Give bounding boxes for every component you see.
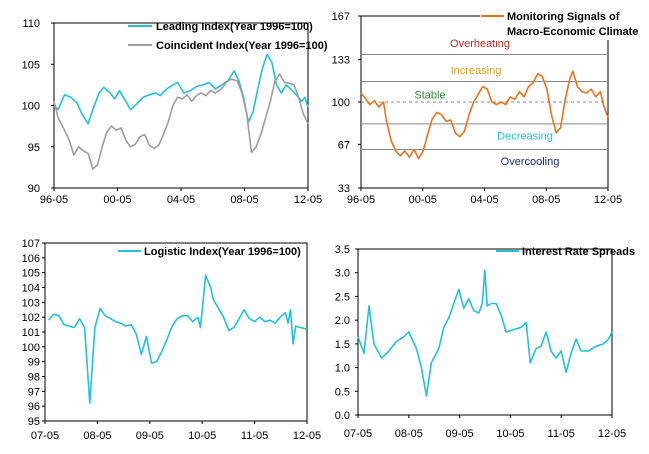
x-tick-label: 07-05 [344, 428, 372, 440]
x-tick-label: 08-05 [532, 194, 560, 206]
series-line-0 [360, 70, 609, 160]
y-tick-label: 95 [28, 142, 40, 154]
y-tick-label: 2.0 [335, 315, 350, 327]
y-tick-label: 110 [22, 18, 40, 30]
y-tick-label: 1.0 [335, 363, 350, 375]
interest-rate-spreads-chart: 0.0 0.5 1.0 1.5 2.0 2.5 3.0 3.5 07-05 08-05 09-05 1… [335, 244, 635, 440]
zone-label-overheating: Overheating [450, 38, 510, 50]
leading-coincident-chart: 90 95 100 105 110 96-05 00-05 04-05 08-05 12-05 L… [22, 18, 328, 206]
legend: Logistic Index(Year 1996=100) [118, 246, 301, 258]
logistic-index-chart: 95 96 97 98 99 100 101 102 103 104 105 106 107 07-05 0… [22, 238, 321, 442]
y-tick-label: 105 [22, 268, 40, 280]
y-tick-label: 98 [28, 372, 40, 384]
y-tick-label: 103 [22, 297, 40, 309]
legend-label-spreads: Interest Rate Spreads [522, 246, 635, 258]
legend-label-monitoring-line1: Monitoring Signals of [507, 11, 620, 23]
legend-label-logistic: Logistic Index(Year 1996=100) [144, 246, 301, 258]
y-tick-label: 97 [28, 386, 40, 398]
x-tick-label: 09-05 [446, 428, 474, 440]
tick-labels: 0.0 0.5 1.0 1.5 2.0 2.5 3.0 3.5 07-05 08-05 09-05 1… [335, 244, 626, 440]
x-tick-label: 12-05 [294, 194, 322, 206]
series-line-0 [357, 269, 613, 397]
zone-label-increasing: Increasing [451, 65, 502, 77]
zone-label-stable: Stable [414, 89, 445, 101]
y-tick-label: 2.5 [335, 291, 350, 303]
tick-labels: 90 95 100 105 110 96-05 00-05 04-05 08-05 12-05 [22, 18, 322, 206]
zone-label-overcooling: Overcooling [501, 156, 560, 168]
zone-labels: Overheating Increasing Stable Decreasing Ove… [414, 38, 559, 168]
legend-label-monitoring-line2: Macro-Economic Climate [507, 26, 638, 38]
zone-label-decreasing: Decreasing [497, 130, 553, 142]
legend: Leading Index(Year 1996=100) Coincident … [128, 21, 328, 52]
y-tick-label: 3.5 [335, 244, 350, 256]
y-tick-label: 102 [22, 312, 40, 324]
x-tick-label: 11-05 [548, 428, 575, 440]
y-tick-label: 167 [332, 11, 350, 23]
y-tick-label: 67 [338, 139, 350, 151]
y-tick-label: 99 [28, 357, 40, 369]
x-tick-label: 07-05 [31, 430, 59, 442]
y-tick-label: 0.5 [335, 386, 350, 398]
series-lines [357, 269, 613, 397]
x-tick-label: 96-05 [347, 194, 375, 206]
x-tick-label: 08-05 [395, 428, 423, 440]
tick-labels: 95 96 97 98 99 100 101 102 103 104 105 106 107 07-05 0… [22, 238, 321, 442]
y-tick-label: 104 [22, 283, 40, 295]
x-tick-label: 08-05 [230, 194, 258, 206]
x-tick-label: 08-05 [83, 430, 111, 442]
y-tick-label: 133 [332, 55, 350, 67]
x-tick-label: 12-05 [594, 194, 622, 206]
y-tick-label: 100 [22, 342, 40, 354]
y-tick-label: 100 [22, 101, 40, 113]
x-tick-label: 04-05 [167, 194, 195, 206]
series-line-1 [53, 73, 309, 170]
y-tick-label: 96 [28, 401, 40, 413]
y-tick-label: 105 [22, 59, 40, 71]
y-tick-label: 90 [28, 183, 40, 195]
series-line-0 [53, 53, 309, 125]
x-tick-label: 00-05 [103, 194, 131, 206]
series-lines [53, 53, 309, 170]
x-tick-label: 04-05 [470, 194, 498, 206]
x-tick-label: 12-05 [598, 428, 626, 440]
series-lines [47, 274, 308, 405]
legend-label-coincident: Coincident Index(Year 1996=100) [156, 40, 328, 52]
legend-label-leading: Leading Index(Year 1996=100) [156, 21, 313, 33]
y-tick-label: 1.5 [335, 339, 350, 351]
reference-lines [361, 54, 608, 150]
x-tick-label: 12-05 [293, 430, 321, 442]
legend: Interest Rate Spreads [496, 246, 635, 258]
x-tick-label: 10-05 [496, 428, 524, 440]
y-tick-label: 107 [22, 238, 40, 250]
x-tick-label: 00-05 [409, 194, 437, 206]
y-tick-label: 0.0 [335, 410, 350, 422]
x-tick-label: 11-05 [241, 430, 268, 442]
y-tick-label: 100 [332, 97, 350, 109]
series-line-0 [47, 274, 308, 405]
monitoring-signals-chart: Overheating Increasing Stable Decreasing Ove… [332, 10, 638, 206]
x-tick-label: 09-05 [136, 430, 164, 442]
y-tick-label: 95 [28, 416, 40, 428]
x-tick-label: 10-05 [188, 430, 216, 442]
x-tick-label: 96-05 [40, 194, 68, 206]
tick-labels: 33 67 100 133 167 96-05 00-05 04-05 08-05 12-05 [332, 11, 622, 206]
y-tick-label: 101 [22, 327, 40, 339]
legend: Monitoring Signals of Macro-Economic Cli… [480, 10, 638, 40]
y-tick-label: 106 [22, 253, 40, 265]
y-tick-label: 33 [338, 183, 350, 195]
y-tick-label: 3.0 [335, 268, 350, 280]
series-lines [360, 70, 609, 160]
